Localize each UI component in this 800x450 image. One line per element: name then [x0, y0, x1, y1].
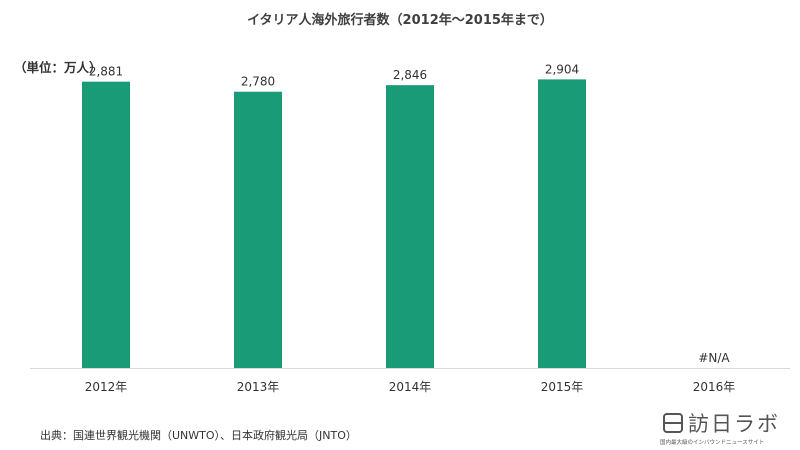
data-label-2: 2,846: [393, 68, 427, 82]
data-label-3: 2,904: [545, 62, 579, 76]
x-tick-label-2: 2014年: [389, 380, 432, 394]
chart-title: イタリア人海外旅行者数（2012年～2015年まで）: [247, 13, 553, 28]
data-label-0: 2,881: [89, 65, 123, 79]
bar-chart: 2,881 2012年 2,780 2013年 2,846 2014年 2,904 2015年…: [30, 62, 790, 394]
bar-3: [538, 79, 586, 368]
bar-0: [82, 81, 130, 369]
unit-label: （単位：万人）: [14, 60, 102, 75]
logo-tagline: 国内最大級のインバウンドニュースサイト: [660, 440, 765, 446]
x-tick-label-1: 2013年: [237, 380, 280, 394]
logo-text: 訪日ラボ: [688, 412, 780, 436]
data-label-1: 2,780: [241, 75, 275, 89]
bar-2: [386, 85, 434, 369]
x-tick-label-4: 2016年: [693, 380, 736, 394]
x-tick-label-0: 2012年: [85, 380, 128, 394]
bar-1: [234, 91, 282, 369]
logo-icon: [663, 413, 683, 433]
logo: 訪日ラボ 国内最大級のインバウンドニュースサイト: [660, 410, 795, 448]
data-label-4: #N/A: [698, 351, 730, 365]
x-tick-label-3: 2015年: [541, 380, 584, 394]
source-note: 出典：国連世界観光機関（UNWTO）、日本政府観光局（JNTO）: [40, 429, 357, 442]
